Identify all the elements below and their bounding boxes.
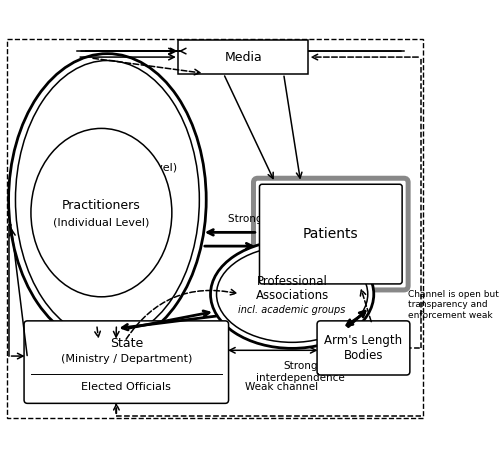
Ellipse shape [8, 53, 206, 346]
Text: Weak channel: Weak channel [245, 382, 318, 392]
Ellipse shape [216, 246, 368, 342]
Text: Professional: Professional [256, 275, 328, 288]
FancyBboxPatch shape [317, 321, 410, 375]
Text: Strong influence: Strong influence [228, 213, 314, 223]
Text: Patients: Patients [303, 227, 358, 241]
FancyBboxPatch shape [254, 178, 408, 290]
Text: Practitioners: Practitioners [62, 199, 141, 212]
Text: Strong
interdependence: Strong interdependence [256, 361, 345, 383]
Text: (Individual Level): (Individual Level) [53, 218, 150, 228]
Text: Arm's Length
Bodies: Arm's Length Bodies [324, 334, 402, 362]
Text: incl. academic groups: incl. academic groups [238, 305, 346, 315]
FancyBboxPatch shape [178, 40, 308, 74]
Ellipse shape [210, 240, 374, 348]
Text: Channel is open but
transparency and
enforcement weak: Channel is open but transparency and enf… [408, 290, 499, 320]
Text: Associations: Associations [256, 289, 329, 303]
Ellipse shape [16, 60, 200, 339]
Text: (Organisation Level): (Organisation Level) [64, 163, 177, 173]
FancyBboxPatch shape [24, 321, 229, 404]
Ellipse shape [31, 128, 172, 297]
Text: State: State [110, 337, 143, 350]
Text: Elected Officials: Elected Officials [82, 382, 171, 392]
Text: Providers: Providers [92, 146, 150, 159]
FancyBboxPatch shape [260, 184, 402, 284]
Text: (Ministry / Department): (Ministry / Department) [60, 354, 192, 364]
Text: Media: Media [224, 51, 262, 64]
